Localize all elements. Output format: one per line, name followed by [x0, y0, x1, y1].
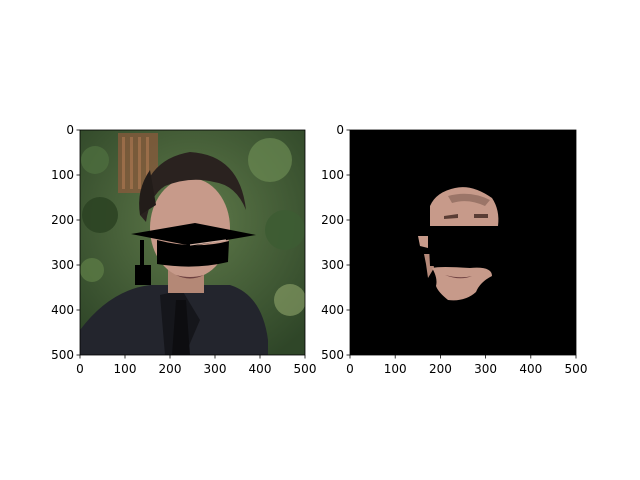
- graduation-cap-icon: [131, 223, 256, 285]
- segmented-face-region: [418, 187, 499, 301]
- right-x-tick-label: 400: [519, 362, 542, 376]
- right-y-tick-label: 500: [321, 348, 344, 362]
- left-y-tick-label: 0: [66, 123, 74, 137]
- right-x-tick-label: 200: [429, 362, 452, 376]
- left-y-tick-label: 500: [51, 348, 74, 362]
- left-x-tick-label: 100: [114, 362, 137, 376]
- left-y-tick-label: 400: [51, 303, 74, 317]
- left-y-tick-label: 200: [51, 213, 74, 227]
- left-x-tick-label: 500: [294, 362, 317, 376]
- right-y-tick-label: 200: [321, 213, 344, 227]
- right-y-tick-label: 0: [336, 123, 344, 137]
- left-x-tick-label: 200: [159, 362, 182, 376]
- right-x-tick-label: 500: [565, 362, 588, 376]
- left-axes-frame: [79, 129, 306, 356]
- left-y-tick-label: 300: [51, 258, 74, 272]
- right-x-tick-label: 100: [384, 362, 407, 376]
- right-x-tick-label: 0: [346, 362, 354, 376]
- left-x-tick-label: 400: [249, 362, 272, 376]
- left-x-tick-label: 300: [204, 362, 227, 376]
- right-y-tick-label: 400: [321, 303, 344, 317]
- right-y-tick-label: 100: [321, 168, 344, 182]
- left-photo-image: [80, 130, 305, 355]
- right-x-tick-label: 300: [474, 362, 497, 376]
- right-axes-frame: [349, 129, 577, 356]
- left-y-tick-label: 100: [51, 168, 74, 182]
- right-y-tick-label: 300: [321, 258, 344, 272]
- left-x-tick-label: 0: [76, 362, 84, 376]
